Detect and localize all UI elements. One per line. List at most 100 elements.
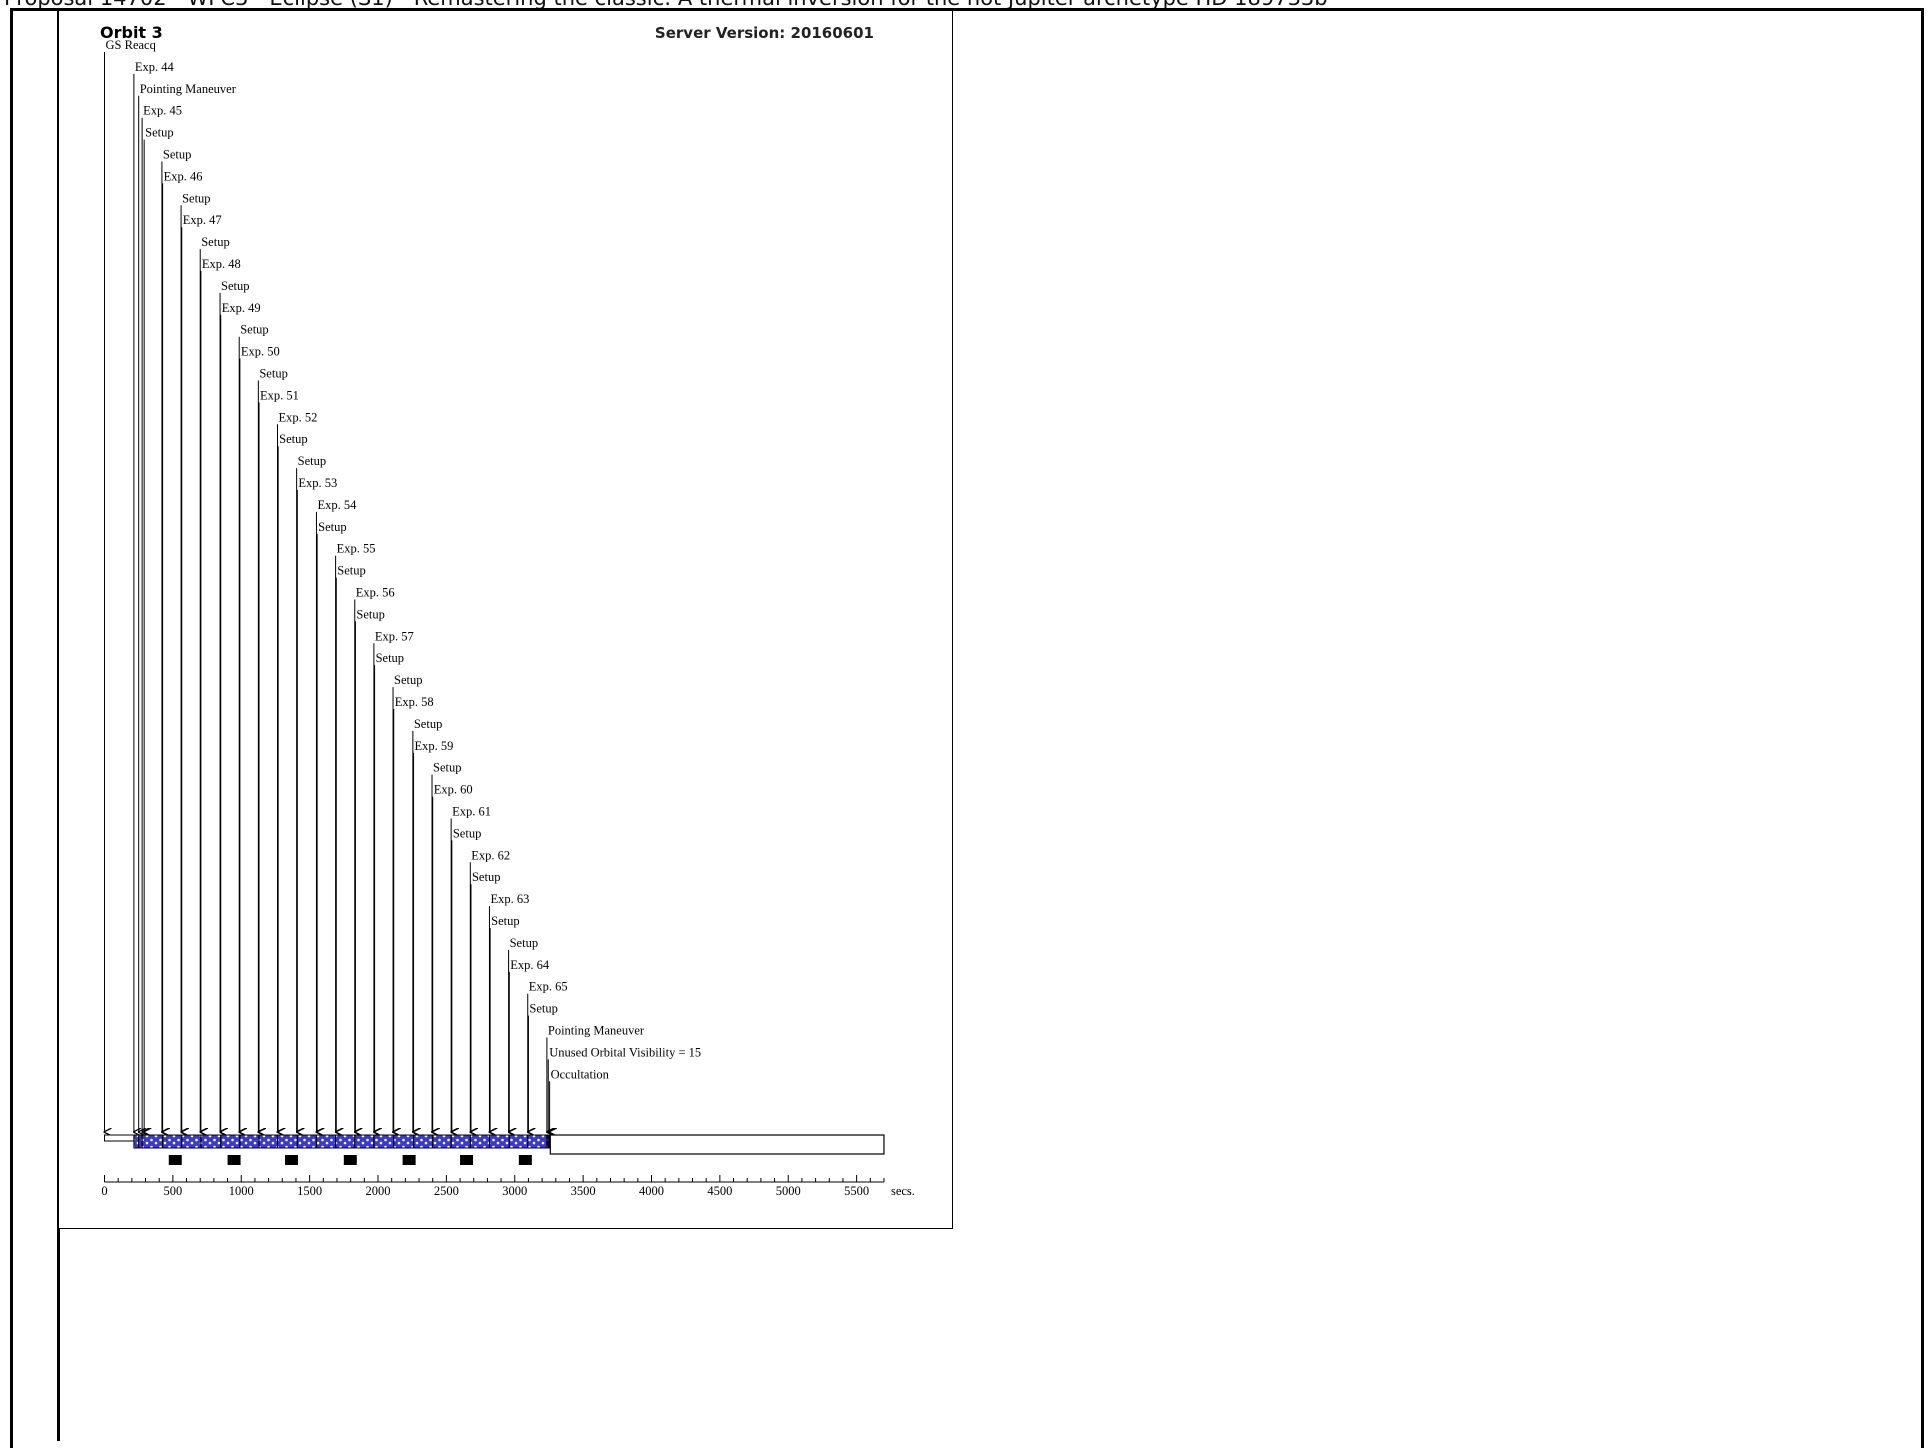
event-label: Exp. 55 <box>337 542 376 556</box>
event-marker: Exp. 64 <box>509 958 550 1132</box>
orbit-timeline-panel: Orbit 3 Server Version: 20160601 GS Reac… <box>59 10 953 1229</box>
event-label: Exp. 48 <box>202 257 241 271</box>
event-label: Exp. 46 <box>164 169 203 183</box>
event-label: Setup <box>337 564 365 578</box>
event-marker: Exp. 47 <box>182 213 222 1132</box>
event-label: Setup <box>376 651 404 665</box>
event-marker: Exp. 46 <box>163 169 203 1132</box>
event-marker: Exp. 62 <box>470 848 510 1132</box>
event-label: Setup <box>356 607 384 621</box>
buffer-dump-mark <box>460 1155 474 1165</box>
exposure-sequence-bar <box>133 1134 551 1149</box>
event-marker: Setup <box>355 607 385 1132</box>
event-marker: Exp. 63 <box>489 892 529 1132</box>
event-label: Exp. 47 <box>183 213 222 227</box>
occultation-bar <box>549 1134 885 1155</box>
event-label: Exp. 61 <box>452 805 491 819</box>
axis-tick-label: 4000 <box>639 1184 664 1198</box>
event-markers: GS Reacq Exp. 44 Pointing Maneuver Exp. 45 S… <box>105 38 701 1133</box>
event-label: Exp. 50 <box>241 345 280 359</box>
event-marker: Exp. 49 <box>221 301 261 1132</box>
event-marker: Pointing Maneuver <box>139 82 237 1132</box>
event-label: Exp. 59 <box>415 739 454 753</box>
axis-tick-label: 5000 <box>776 1184 801 1198</box>
event-marker: Exp. 52 <box>277 410 317 1132</box>
buffer-dump-marks <box>168 1155 532 1165</box>
server-version: Server Version: 20160601 <box>655 24 874 42</box>
event-marker: Exp. 58 <box>394 695 434 1132</box>
event-marker: Exp. 56 <box>355 586 395 1133</box>
event-label: Exp. 58 <box>395 695 434 709</box>
event-label: Exp. 65 <box>529 980 568 994</box>
page-header-title: Proposal 14702 - WFC3 - Eclipse (S1) - R… <box>4 0 1924 9</box>
event-marker: Exp. 65 <box>528 980 568 1132</box>
event-marker: Setup <box>432 761 462 1132</box>
event-label: Exp. 44 <box>135 60 175 74</box>
event-label: Exp. 60 <box>434 783 473 797</box>
left-margin-rule <box>57 8 60 1441</box>
axis-tick-label: 4500 <box>707 1184 732 1198</box>
axis-tick-label: 1000 <box>229 1184 254 1198</box>
axis-tick-label: 500 <box>164 1184 183 1198</box>
event-marker: Setup <box>509 936 538 1132</box>
event-marker: Exp. 54 <box>316 498 357 1132</box>
event-marker: Setup <box>452 826 481 1132</box>
event-label: Setup <box>145 126 173 140</box>
event-label: Pointing Maneuver <box>548 1024 645 1038</box>
event-marker: Setup <box>239 323 269 1132</box>
buffer-dump-mark <box>227 1155 241 1165</box>
event-label: Setup <box>259 367 287 381</box>
event-label: GS Reacq <box>106 38 157 52</box>
event-label: Exp. 56 <box>356 586 395 600</box>
event-marker: Setup <box>220 279 250 1132</box>
event-label: Exp. 62 <box>471 848 510 862</box>
event-label: Setup <box>453 826 481 840</box>
axis-tick-label: 2000 <box>366 1184 391 1198</box>
event-marker: Exp. 48 <box>201 257 241 1132</box>
event-marker: Setup <box>181 191 211 1132</box>
axis-tick-label: 0 <box>101 1184 107 1198</box>
event-label: Occultation <box>551 1067 610 1081</box>
event-marker: Exp. 57 <box>374 629 414 1132</box>
event-label: Setup <box>414 717 442 731</box>
event-label: Setup <box>510 936 538 950</box>
event-label: Exp. 51 <box>260 388 299 402</box>
event-marker: Exp. 59 <box>414 739 454 1132</box>
timeline-bars <box>104 1134 885 1155</box>
event-label: Setup <box>394 673 422 687</box>
event-marker: Exp. 50 <box>240 345 280 1132</box>
event-label: Exp. 63 <box>490 892 529 906</box>
event-marker: Setup <box>375 651 404 1132</box>
event-marker: Exp. 51 <box>259 388 299 1132</box>
event-marker: Setup <box>144 126 174 1132</box>
axis-unit-label: secs. <box>891 1184 915 1198</box>
event-label: Setup <box>182 191 210 205</box>
event-label: Setup <box>529 1002 557 1016</box>
axis-tick-label: 2500 <box>434 1184 459 1198</box>
outer-page-frame <box>10 8 1924 1448</box>
event-marker: Exp. 45 <box>142 104 182 1132</box>
event-label: Exp. 53 <box>298 476 337 490</box>
event-label: Setup <box>201 235 229 249</box>
event-marker: Exp. 60 <box>433 783 473 1132</box>
event-label: Setup <box>491 914 519 928</box>
axis-tick-label: 5500 <box>844 1184 869 1198</box>
orbit-timeline-diagram: Orbit 3 Server Version: 20160601 GS Reac… <box>100 23 915 1198</box>
event-marker: Pointing Maneuver <box>547 1024 645 1133</box>
axis-tick-label: 3000 <box>502 1184 527 1198</box>
event-label: Exp. 49 <box>222 301 261 315</box>
event-marker: Setup <box>471 870 500 1132</box>
buffer-dump-mark <box>343 1155 357 1165</box>
event-marker: Setup <box>258 367 288 1133</box>
buffer-dump-mark <box>285 1155 299 1165</box>
event-marker: Setup <box>278 432 308 1132</box>
event-marker: Setup <box>162 148 191 1133</box>
guide-star-acquisition-bar <box>104 1134 135 1142</box>
event-label: Setup <box>240 323 268 337</box>
event-marker: Exp. 53 <box>297 476 337 1132</box>
event-label: Setup <box>221 279 249 293</box>
event-label: Setup <box>298 454 326 468</box>
event-marker: Setup <box>200 235 230 1132</box>
event-label: Pointing Maneuver <box>140 82 237 96</box>
event-marker: Exp. 55 <box>336 542 376 1132</box>
